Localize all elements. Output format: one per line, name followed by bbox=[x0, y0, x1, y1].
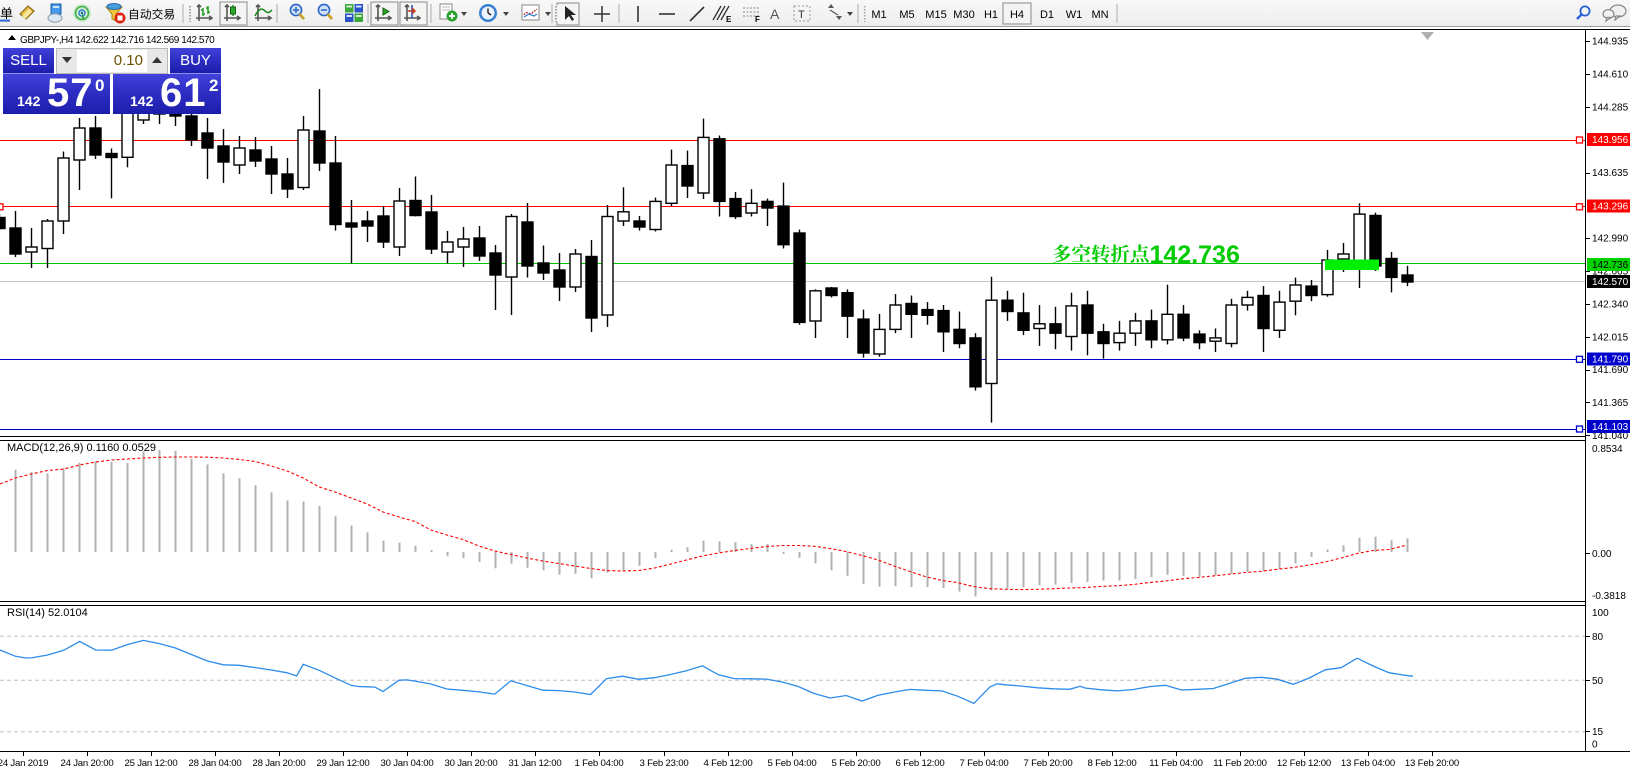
svg-text:4 Feb 12:00: 4 Feb 12:00 bbox=[703, 758, 752, 769]
svg-text:142.736: 142.736 bbox=[1150, 241, 1240, 269]
svg-text:142.665: 142.665 bbox=[1592, 267, 1629, 278]
svg-text:144.610: 144.610 bbox=[1592, 69, 1629, 80]
svg-text:H4: H4 bbox=[1010, 9, 1024, 21]
svg-text:28 Jan 20:00: 28 Jan 20:00 bbox=[252, 758, 305, 769]
svg-text:30 Jan 20:00: 30 Jan 20:00 bbox=[444, 758, 497, 769]
svg-text:141.365: 141.365 bbox=[1592, 398, 1629, 409]
svg-text:M1: M1 bbox=[871, 9, 886, 21]
svg-text:M30: M30 bbox=[953, 9, 974, 21]
svg-text:0.8534: 0.8534 bbox=[1592, 444, 1623, 455]
svg-text:H1: H1 bbox=[984, 9, 998, 21]
svg-text:143.296: 143.296 bbox=[1592, 202, 1629, 213]
svg-text:8 Feb 12:00: 8 Feb 12:00 bbox=[1087, 758, 1136, 769]
svg-text:30 Jan 04:00: 30 Jan 04:00 bbox=[380, 758, 433, 769]
svg-text:RSI(14) 52.0104: RSI(14) 52.0104 bbox=[7, 607, 88, 619]
svg-text:7 Feb 20:00: 7 Feb 20:00 bbox=[1023, 758, 1072, 769]
svg-text:142.340: 142.340 bbox=[1592, 299, 1629, 310]
svg-text:F: F bbox=[755, 15, 760, 24]
svg-text:80: 80 bbox=[1592, 632, 1604, 643]
svg-text:5 Feb 20:00: 5 Feb 20:00 bbox=[831, 758, 880, 769]
svg-text:7 Feb 04:00: 7 Feb 04:00 bbox=[959, 758, 1008, 769]
svg-text:141.103: 141.103 bbox=[1592, 422, 1629, 433]
svg-text:MACD(12,26,9) 0.1160 0.0529: MACD(12,26,9) 0.1160 0.0529 bbox=[7, 442, 156, 454]
svg-text:144.935: 144.935 bbox=[1592, 37, 1629, 48]
svg-text:MN: MN bbox=[1091, 9, 1108, 21]
svg-text:142.015: 142.015 bbox=[1592, 332, 1629, 343]
svg-text:1 Feb 04:00: 1 Feb 04:00 bbox=[574, 758, 623, 769]
svg-text:29 Jan 12:00: 29 Jan 12:00 bbox=[316, 758, 369, 769]
svg-text:0: 0 bbox=[1592, 740, 1598, 751]
svg-text:13 Feb 20:00: 13 Feb 20:00 bbox=[1405, 758, 1459, 769]
svg-text:141.790: 141.790 bbox=[1592, 355, 1629, 366]
svg-text:143.635: 143.635 bbox=[1592, 168, 1629, 179]
svg-text:24 Jan 2019: 24 Jan 2019 bbox=[0, 758, 48, 769]
svg-text:D1: D1 bbox=[1040, 9, 1054, 21]
svg-text:143.956: 143.956 bbox=[1592, 135, 1629, 146]
svg-text:31 Jan 12:00: 31 Jan 12:00 bbox=[508, 758, 561, 769]
svg-text:50: 50 bbox=[1592, 676, 1604, 687]
svg-text:6 Feb 12:00: 6 Feb 12:00 bbox=[895, 758, 944, 769]
svg-text:A: A bbox=[770, 6, 780, 22]
svg-text:28 Jan 04:00: 28 Jan 04:00 bbox=[188, 758, 241, 769]
svg-text:13 Feb 04:00: 13 Feb 04:00 bbox=[1341, 758, 1395, 769]
svg-text:142.736: 142.736 bbox=[1592, 260, 1629, 271]
svg-text:11 Feb 20:00: 11 Feb 20:00 bbox=[1213, 758, 1266, 769]
svg-text:W1: W1 bbox=[1066, 9, 1083, 21]
svg-text:142.570: 142.570 bbox=[1592, 277, 1629, 288]
svg-text:24 Jan 20:00: 24 Jan 20:00 bbox=[60, 758, 113, 769]
svg-text:15: 15 bbox=[1592, 727, 1604, 738]
svg-text:GBPJPY-,H4 142.622 142.716 14: GBPJPY-,H4 142.622 142.716 142.569 142.5… bbox=[20, 35, 215, 46]
svg-text:100: 100 bbox=[1592, 608, 1609, 619]
svg-text:25 Jan 12:00: 25 Jan 12:00 bbox=[124, 758, 177, 769]
svg-text:141.690: 141.690 bbox=[1592, 365, 1629, 376]
svg-text:E: E bbox=[726, 15, 732, 24]
svg-text:12 Feb 12:00: 12 Feb 12:00 bbox=[1277, 758, 1331, 769]
svg-text:0.00: 0.00 bbox=[1592, 549, 1612, 560]
svg-text:3 Feb 23:00: 3 Feb 23:00 bbox=[639, 758, 688, 769]
svg-text:11 Feb 04:00: 11 Feb 04:00 bbox=[1149, 758, 1202, 769]
svg-text:5 Feb 04:00: 5 Feb 04:00 bbox=[767, 758, 816, 769]
svg-text:142.990: 142.990 bbox=[1592, 234, 1629, 245]
svg-text:144.285: 144.285 bbox=[1592, 102, 1629, 113]
svg-text:T: T bbox=[798, 9, 805, 21]
svg-text:M15: M15 bbox=[925, 9, 946, 21]
svg-text:M5: M5 bbox=[899, 9, 914, 21]
svg-text:141.040: 141.040 bbox=[1592, 431, 1629, 442]
svg-text:-0.3818: -0.3818 bbox=[1592, 591, 1626, 602]
